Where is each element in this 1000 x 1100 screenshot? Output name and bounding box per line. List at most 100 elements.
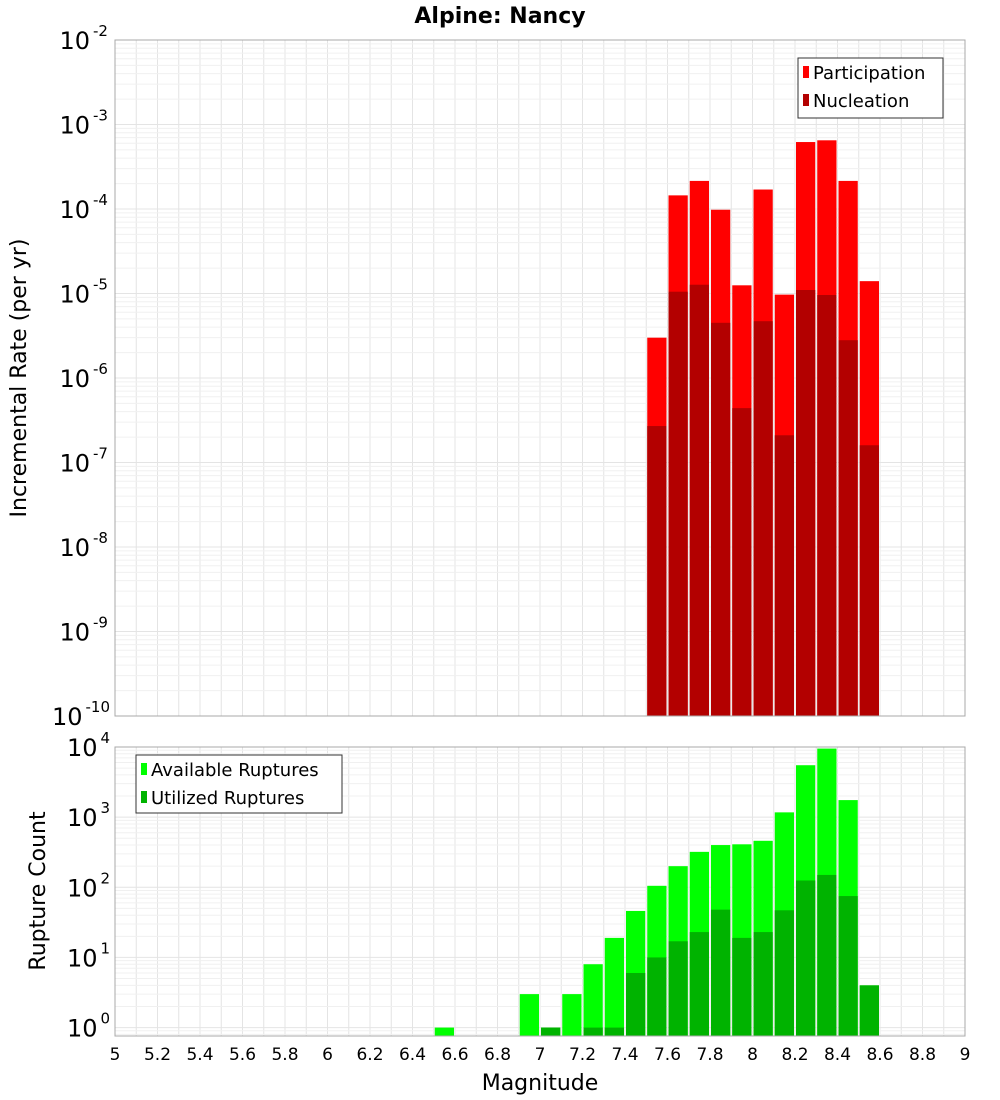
bar-utilized-ruptures [859, 985, 879, 1036]
bar-utilized-ruptures [774, 910, 794, 1036]
x-tick-label: 7.4 [611, 1045, 638, 1065]
x-tick-label: 5.8 [271, 1045, 298, 1065]
x-tick-label: 7.8 [696, 1045, 723, 1065]
x-tick-label: 6 [322, 1045, 333, 1065]
x-tick-label: 6.2 [356, 1045, 383, 1065]
bar-utilized-ruptures [626, 972, 646, 1036]
bar-nucleation [753, 321, 773, 716]
bar-available-ruptures [604, 937, 624, 1036]
legend-label: Available Ruptures [151, 760, 319, 781]
x-tick-label: 7.2 [569, 1045, 596, 1065]
y-tick-exponent: -10 [86, 698, 111, 716]
bar-nucleation [817, 294, 837, 716]
x-tick-label: 9 [960, 1045, 971, 1065]
y-tick-label: 10 [59, 534, 90, 562]
legend-label: Participation [813, 63, 925, 84]
bar-utilized-ruptures [838, 896, 858, 1036]
y-tick-label: 10 [59, 450, 90, 478]
bar-utilized-ruptures [668, 941, 688, 1036]
y-tick-label: 10 [59, 619, 90, 647]
bar-nucleation [774, 435, 794, 716]
legend-label: Nucleation [813, 91, 909, 112]
top-legend: Participation Nucleation [797, 57, 944, 119]
y-tick-label: 10 [59, 196, 90, 224]
legend-box [797, 57, 944, 119]
x-tick-label: 8 [747, 1045, 758, 1065]
top-panel: 10-210-310-410-510-610-710-810-910-10 In… [7, 22, 966, 731]
y-tick-label: 10 [59, 281, 90, 309]
x-tick-label: 6.4 [399, 1045, 426, 1065]
y-tick-exponent: -2 [93, 22, 108, 40]
bar-utilized-ruptures [711, 909, 731, 1036]
y-tick-label: 10 [67, 734, 98, 762]
x-tick-label: 5 [110, 1045, 121, 1065]
bar-available-ruptures [583, 964, 603, 1036]
x-tick-label: 8.6 [866, 1045, 893, 1065]
x-axis-label: Magnitude [482, 1071, 599, 1096]
y-tick-label: 10 [59, 27, 90, 55]
x-tick-label: 5.2 [144, 1045, 171, 1065]
y-tick-exponent: -9 [93, 614, 108, 632]
legend-swatch [141, 791, 147, 803]
bar-nucleation [711, 322, 731, 716]
x-tick-label: 6.6 [441, 1045, 468, 1065]
top-plot-frame [114, 39, 966, 717]
bar-available-ruptures [562, 994, 582, 1036]
bottom-y-axis-label: Rupture Count [26, 811, 51, 971]
y-tick-exponent: -7 [93, 445, 108, 463]
legend-label: Utilized Ruptures [151, 788, 304, 809]
bar-nucleation [859, 445, 879, 716]
bar-nucleation [732, 408, 752, 716]
bar-utilized-ruptures [732, 937, 752, 1036]
x-tick-label: 7.6 [654, 1045, 681, 1065]
x-tick-label: 6.8 [484, 1045, 511, 1065]
x-tick-label: 8.2 [781, 1045, 808, 1065]
y-tick-exponent: -4 [93, 191, 108, 209]
top-grid [114, 39, 966, 717]
bar-utilized-ruptures [541, 1027, 561, 1036]
bar-nucleation [647, 426, 667, 716]
y-tick-exponent: 2 [101, 869, 111, 887]
bottom-bars [434, 748, 879, 1036]
y-tick-exponent: 1 [101, 939, 111, 957]
bottom-plot-frame [114, 746, 966, 1037]
y-tick-label: 10 [52, 703, 83, 731]
top-y-tick-labels: 10-210-310-410-510-610-710-810-910-10 [52, 22, 110, 731]
bar-utilized-ruptures [604, 1027, 624, 1036]
bar-utilized-ruptures [689, 932, 709, 1036]
bar-nucleation [838, 340, 858, 716]
bar-utilized-ruptures [796, 880, 816, 1036]
y-tick-exponent: 3 [101, 799, 111, 817]
chart-title: Alpine: Nancy [414, 4, 585, 29]
bar-available-ruptures [434, 1027, 454, 1036]
top-bars [647, 140, 879, 717]
y-tick-exponent: -3 [93, 107, 108, 125]
y-tick-label: 10 [67, 944, 98, 972]
y-tick-label: 10 [59, 365, 90, 393]
bar-utilized-ruptures [753, 932, 773, 1036]
x-tick-label: 8.8 [909, 1045, 936, 1065]
x-tick-label: 7 [535, 1045, 546, 1065]
bottom-legend: Available Ruptures Utilized Ruptures [135, 754, 343, 814]
top-y-axis-label: Incremental Rate (per yr) [7, 239, 32, 518]
x-tick-labels: 5 5.2 5.4 5.6 5.8 6 6.2 6.4 6.6 6.8 7 7.2 7.4 7.6 7.8 8… [110, 1045, 971, 1065]
x-tick-label: 8.4 [824, 1045, 851, 1065]
legend-swatch [141, 763, 147, 775]
bar-utilized-ruptures [647, 957, 667, 1036]
y-tick-label: 10 [67, 874, 98, 902]
legend-swatch [803, 66, 809, 78]
bar-utilized-ruptures [817, 874, 837, 1036]
y-tick-label: 10 [67, 804, 98, 832]
y-tick-label: 10 [59, 112, 90, 140]
x-tick-label: 5.6 [229, 1045, 256, 1065]
bar-available-ruptures [519, 994, 539, 1036]
y-tick-exponent: 0 [101, 1010, 111, 1028]
bar-nucleation [796, 290, 816, 716]
y-tick-label: 10 [67, 1015, 98, 1043]
y-tick-exponent: -5 [93, 276, 108, 294]
y-tick-exponent: 4 [101, 729, 111, 747]
bar-nucleation [668, 291, 688, 716]
